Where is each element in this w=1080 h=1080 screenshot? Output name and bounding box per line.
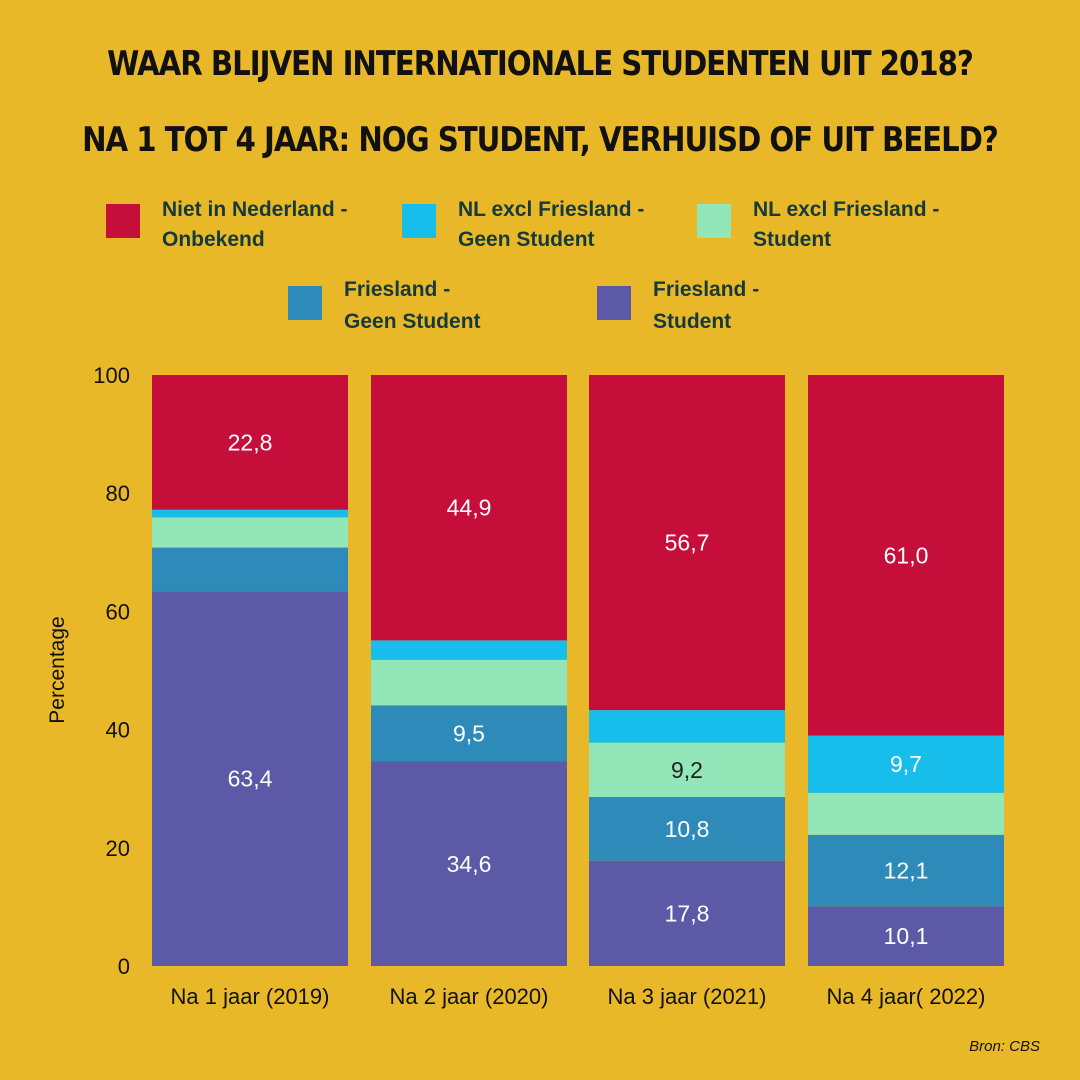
x-tick-label: Na 4 jaar( 2022): [827, 984, 986, 1009]
data-label: 56,7: [665, 530, 710, 556]
bar-segment: [808, 735, 1004, 793]
legend-label-line2: Geen Student: [344, 310, 481, 333]
legend-swatch: [106, 204, 140, 238]
bar-segment: [589, 860, 785, 966]
legend-label-line1: NL excl Friesland -: [458, 198, 645, 221]
data-label: 10,1: [884, 923, 929, 949]
bar-segment: [589, 742, 785, 797]
bar-segment: [152, 375, 348, 510]
x-tick-label: Na 1 jaar (2019): [171, 984, 330, 1009]
legend-swatch: [697, 204, 731, 238]
bar-segment: [371, 375, 567, 641]
bar-segment: [589, 710, 785, 743]
data-label: 12,1: [884, 858, 929, 884]
bar-segment: [371, 761, 567, 966]
legend-label-line2: Student: [653, 310, 732, 333]
bar-segment: [371, 659, 567, 706]
legend-label-line2: Student: [753, 228, 832, 251]
legend-label-line1: NL excl Friesland -: [753, 198, 940, 221]
bar-segment: [371, 640, 567, 660]
bar-segment: [808, 375, 1004, 736]
x-tick-label: Na 2 jaar (2020): [390, 984, 549, 1009]
y-axis-label: Percentage: [46, 616, 69, 723]
y-tick-label: 20: [106, 836, 130, 861]
legend-swatch: [402, 204, 436, 238]
source-note: Bron: CBS: [969, 1038, 1040, 1055]
legend-label-line2: Geen Student: [458, 228, 595, 251]
chart-title-line2: Na 1 tot 4 jaar: nog student, verhuisd o…: [82, 120, 999, 160]
bar-segment: [152, 547, 348, 592]
bar-segment: [589, 796, 785, 861]
data-label: 9,7: [890, 751, 922, 777]
chart-title-line1: Waar blijven internationale studenten ui…: [107, 44, 974, 84]
data-label: 22,8: [228, 429, 273, 455]
bar-segment: [371, 705, 567, 762]
data-label: 63,4: [228, 766, 273, 792]
y-tick-label: 100: [93, 363, 130, 388]
y-tick-label: 80: [106, 481, 130, 506]
legend-swatch: [288, 286, 322, 320]
data-label: 34,6: [447, 851, 492, 877]
data-label: 61,0: [884, 542, 929, 568]
legend-label-line1: Friesland -: [653, 278, 760, 301]
data-label: 9,2: [671, 757, 703, 783]
data-label: 17,8: [665, 900, 710, 926]
bar-segment: [152, 591, 348, 966]
bar-segment: [808, 906, 1004, 966]
legend-swatch: [597, 286, 631, 320]
legend-label-line1: Niet in Nederland -: [162, 198, 348, 221]
y-tick-label: 0: [118, 954, 130, 979]
legend-label-line1: Friesland -: [344, 278, 451, 301]
data-label: 44,9: [447, 495, 492, 521]
bar-segment: [152, 509, 348, 518]
bar-segment: [808, 834, 1004, 907]
bar-segment: [152, 517, 348, 548]
y-tick-label: 60: [106, 599, 130, 624]
x-tick-label: Na 3 jaar (2021): [608, 984, 767, 1009]
bar-segment: [808, 792, 1004, 835]
data-label: 9,5: [453, 720, 485, 746]
bar-segment: [589, 375, 785, 711]
y-tick-label: 40: [106, 718, 130, 743]
legend-label-line2: Onbekend: [162, 228, 265, 251]
data-label: 10,8: [665, 816, 710, 842]
